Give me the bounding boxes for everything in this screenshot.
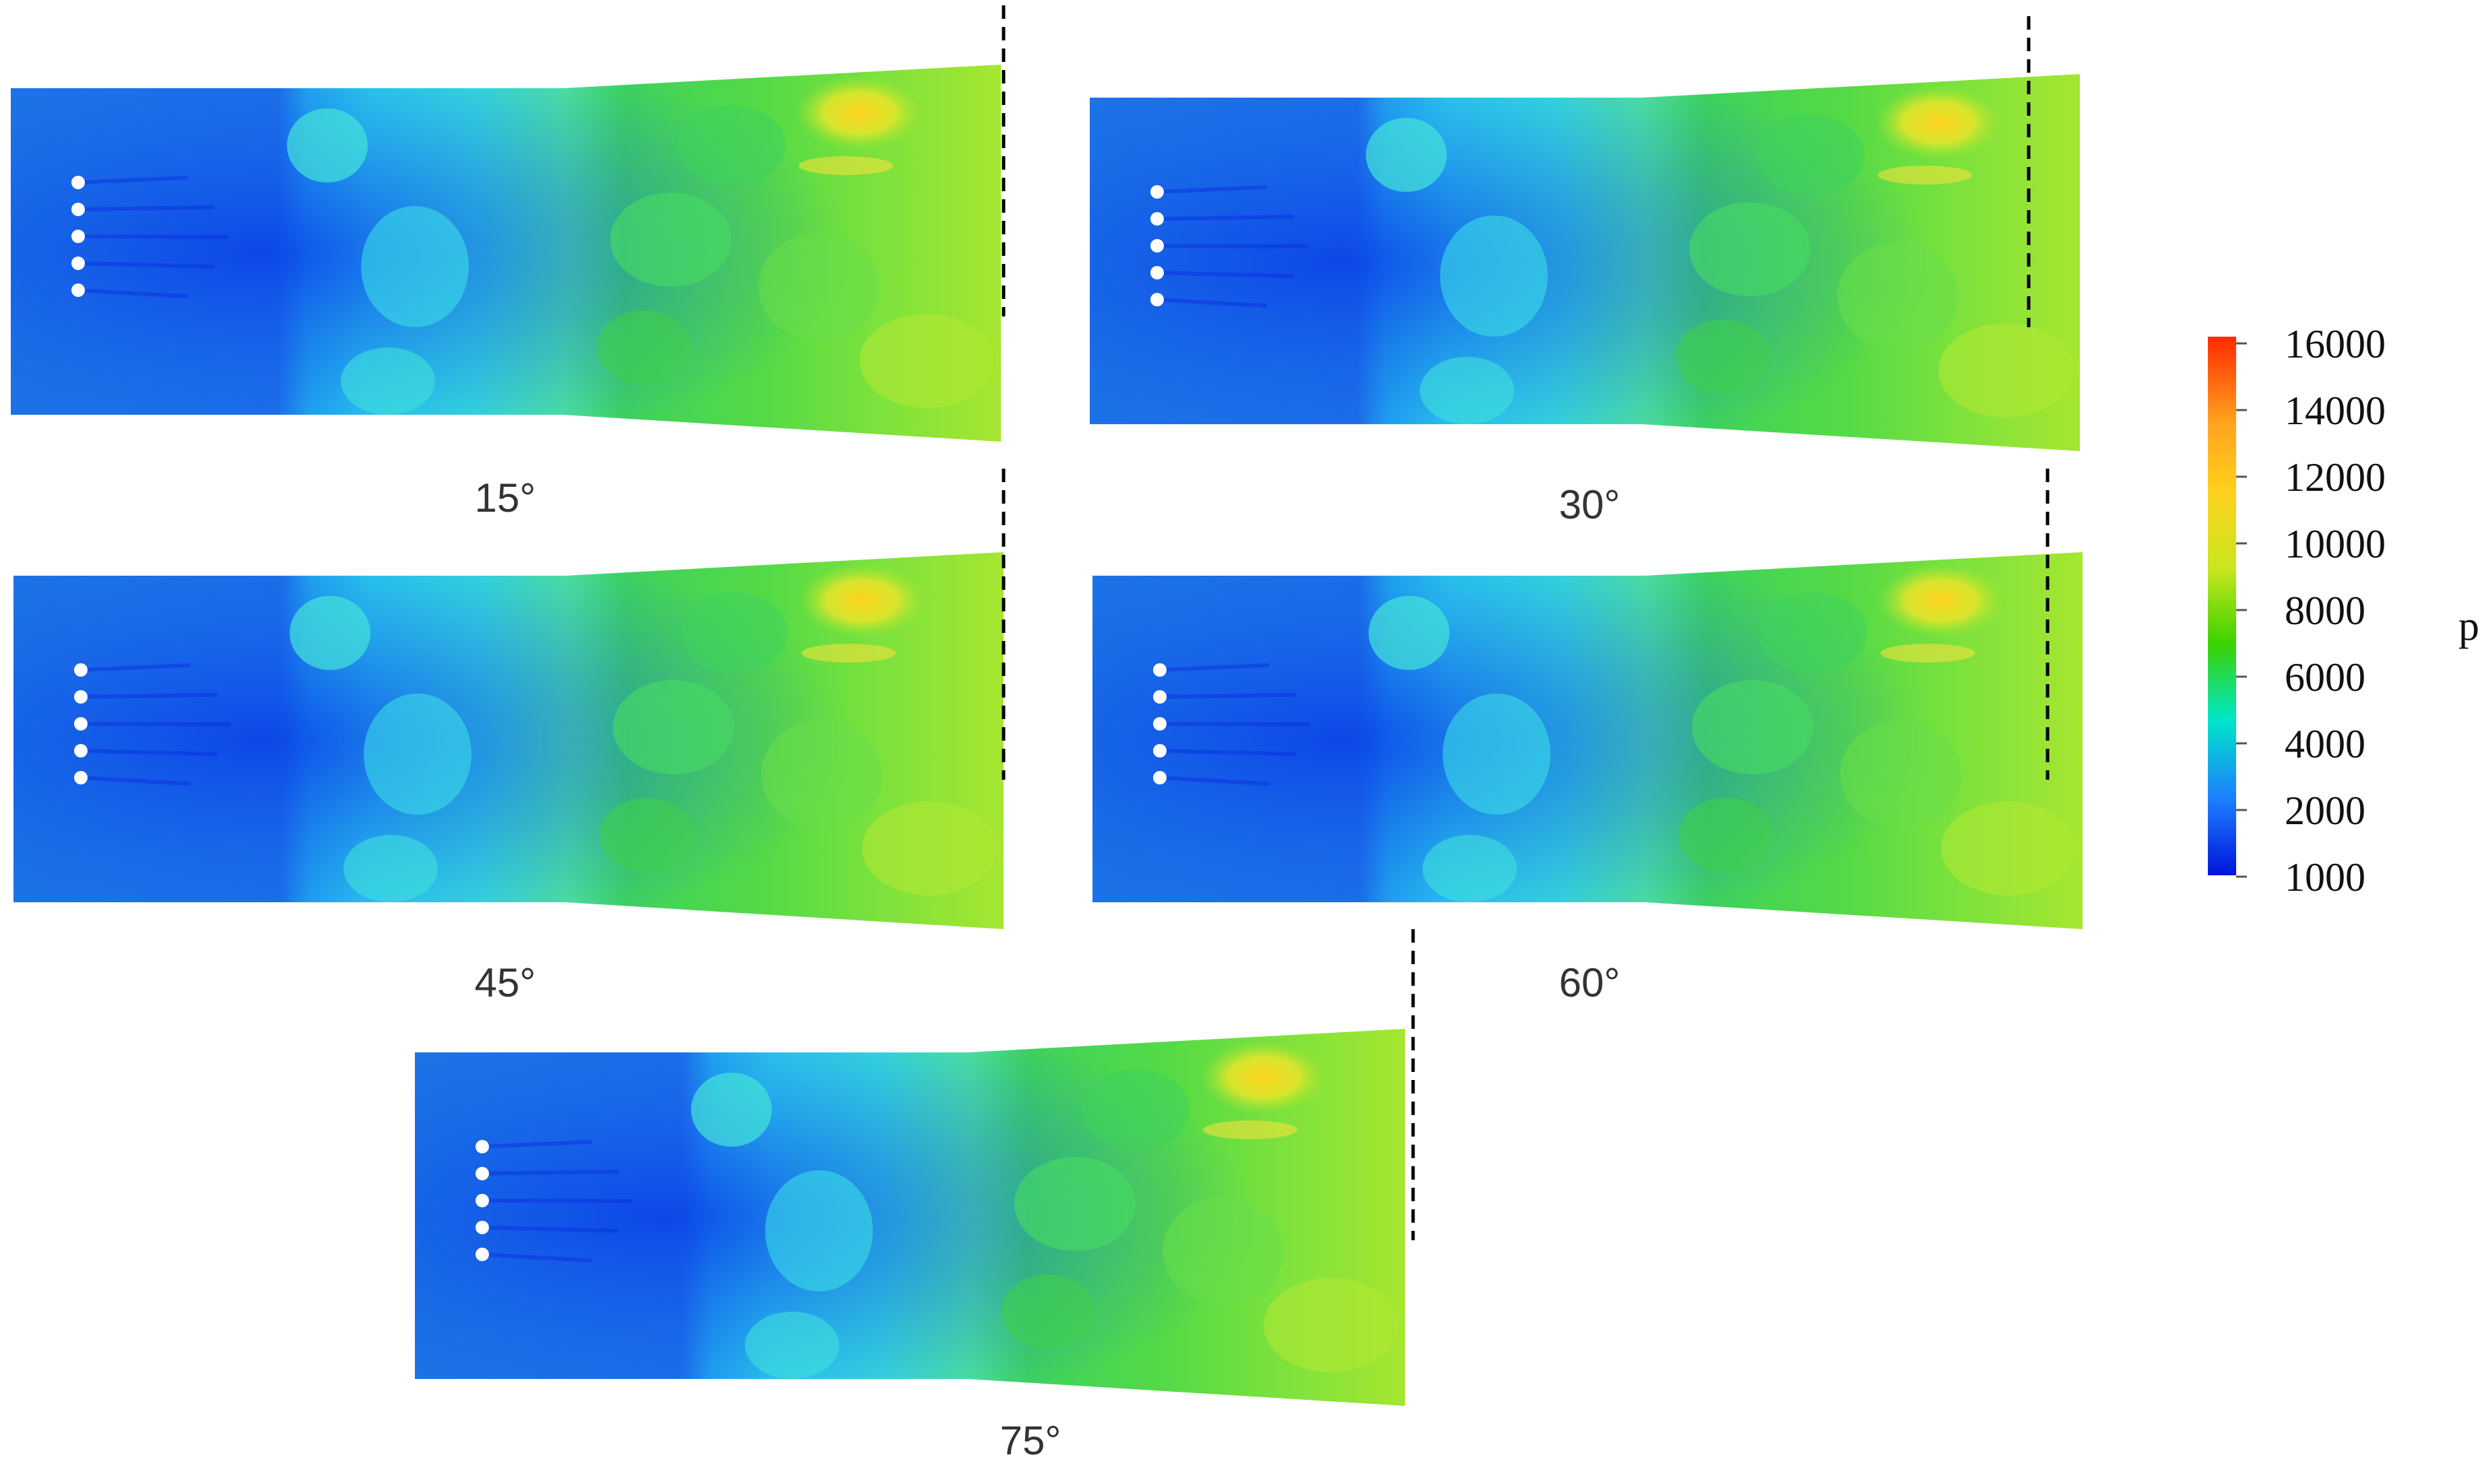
colorbar-gradient <box>2208 337 2236 875</box>
colorbar-tick-label: 14000 <box>2285 389 2386 433</box>
panel-label-45: 45° <box>475 960 536 1005</box>
panel-label-60: 60° <box>1559 960 1621 1005</box>
colorbar-tick-label: 16000 <box>2285 322 2386 366</box>
contour-panel-45 <box>13 552 1004 929</box>
colorbar: 16000 14000 12000 10000 8000 6000 4000 2000 1000… <box>2208 322 2479 900</box>
panel-label-15: 15° <box>475 475 536 520</box>
colorbar-ticks: 16000 14000 12000 10000 8000 6000 4000 2000 1000 <box>2236 322 2386 900</box>
panel-label-75: 75° <box>1000 1418 1061 1463</box>
contour-panel-15 <box>11 65 1001 442</box>
contour-panel-30 <box>1090 74 2080 451</box>
contour-panel-75 <box>415 1029 1405 1406</box>
colorbar-tick-label: 10000 <box>2285 522 2386 566</box>
colorbar-tick-label: 12000 <box>2285 455 2386 500</box>
panel-label-30: 30° <box>1559 482 1621 527</box>
colorbar-variable-label: p <box>2458 603 2479 649</box>
contour-panel-60 <box>1092 552 2083 929</box>
colorbar-tick-label: 1000 <box>2285 855 2365 900</box>
colorbar-tick-label: 2000 <box>2285 788 2365 833</box>
colorbar-tick-label: 6000 <box>2285 655 2365 700</box>
colorbar-tick-label: 4000 <box>2285 722 2365 766</box>
colorbar-tick-label: 8000 <box>2285 588 2365 633</box>
